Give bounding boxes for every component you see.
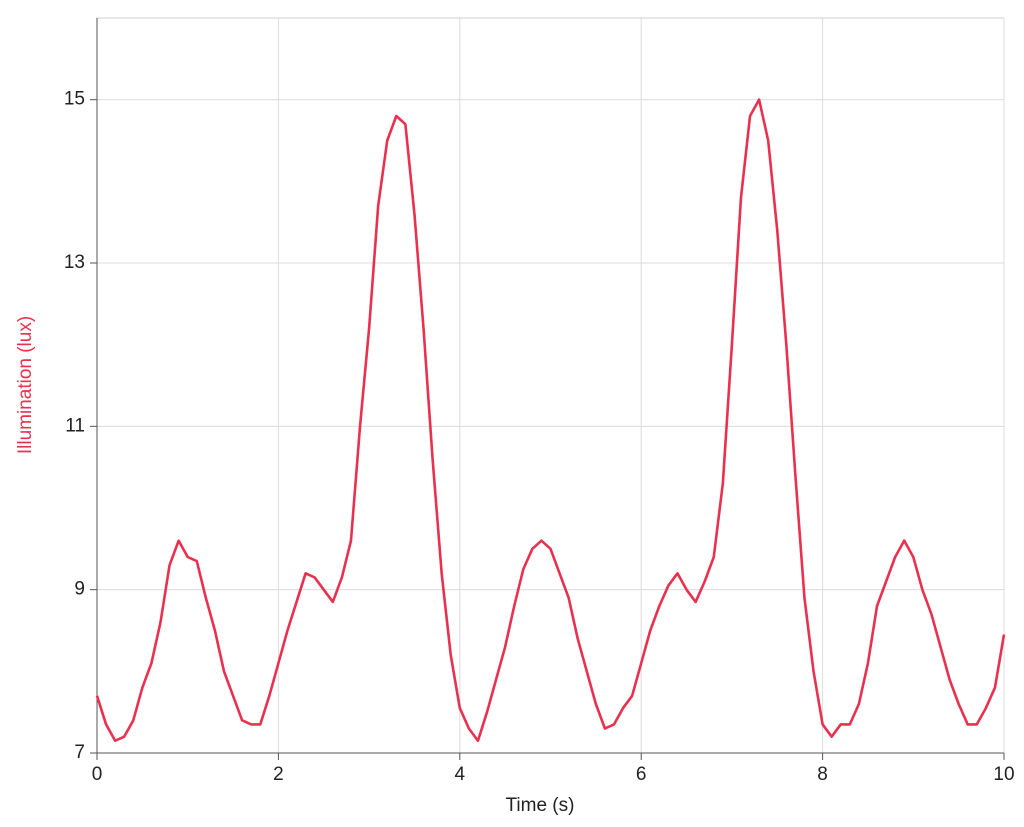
y-tick-label: 9	[74, 579, 85, 600]
x-tick-label: 8	[817, 764, 828, 785]
plot-frame	[96, 17, 1005, 754]
x-tick-label: 6	[636, 764, 647, 785]
x-tick-label: 2	[273, 764, 284, 785]
y-tick-label: 13	[64, 252, 85, 273]
x-tick-label: 10	[993, 764, 1014, 785]
x-tick-label: 0	[92, 764, 103, 785]
y-axis-label: Illumination (lux)	[15, 316, 36, 454]
y-tick-label: 7	[74, 742, 85, 763]
x-tick-label: 4	[455, 764, 466, 785]
y-tick-label: 15	[64, 89, 85, 110]
data-line	[95, 98, 1006, 743]
y-tick-label: 11	[65, 415, 85, 436]
x-axis-label: Time (s)	[506, 795, 575, 816]
